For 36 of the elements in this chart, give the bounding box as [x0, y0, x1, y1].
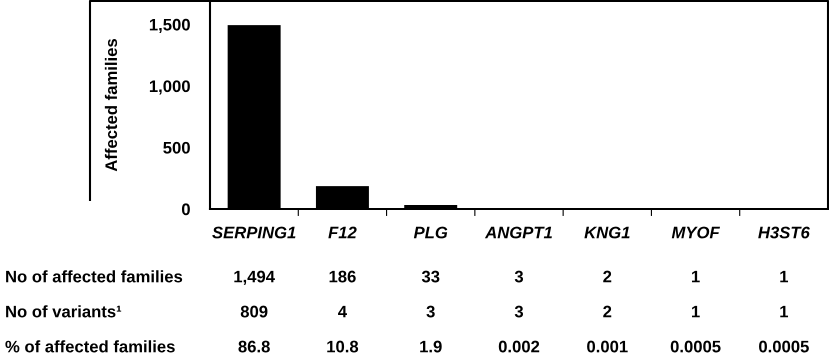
text: 809: [240, 306, 268, 318]
text: 0.001: [587, 340, 628, 352]
text: 0.0005: [670, 340, 721, 352]
text: 10.8: [327, 340, 358, 352]
data-label: 3: [514, 270, 524, 282]
text: 1: [780, 306, 788, 318]
text: 3: [514, 306, 524, 318]
text: 0.002: [498, 340, 540, 352]
y-tick-label: 1,500: [150, 18, 190, 34]
y-tick-label: 0: [182, 203, 190, 216]
data-label: 1: [780, 270, 788, 282]
x-tick-label: MYOF: [672, 226, 720, 238]
text: No of affected families: [6, 270, 182, 282]
text: 1: [692, 306, 700, 318]
text: No of variants¹: [6, 305, 122, 318]
data-label: 2: [603, 270, 612, 282]
y-tick-label: 500: [163, 142, 190, 154]
y-axis-title: Affected families: [104, 38, 118, 172]
x-tick-label: F12: [328, 226, 357, 238]
data-label: 1: [692, 270, 700, 282]
text: 3: [426, 306, 435, 318]
text: 2: [603, 306, 612, 318]
x-tick-label: H3ST6: [758, 226, 810, 238]
x-tick-label: KNG1: [584, 226, 630, 238]
text: 0.0005: [759, 340, 809, 352]
x-tick-label: SERPING1: [212, 226, 296, 238]
y-tick-label: 1,000: [150, 80, 190, 95]
text: 1.9: [420, 340, 442, 352]
x-tick-label: PLG: [414, 226, 448, 238]
data-label: 1,494: [234, 270, 275, 285]
x-tick-label: ANGPT1: [484, 226, 552, 238]
text: 86.8: [238, 340, 270, 352]
text: % of affected families: [5, 340, 175, 352]
data-label: 33: [422, 270, 440, 282]
text: 4: [338, 306, 347, 318]
data-label: 186: [330, 270, 356, 282]
